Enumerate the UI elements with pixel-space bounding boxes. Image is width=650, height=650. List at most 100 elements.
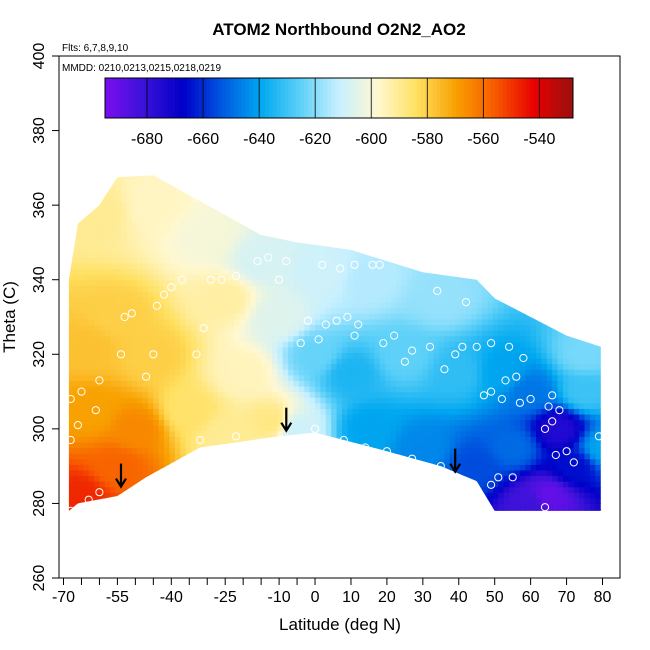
heatmap-cell xyxy=(137,497,144,505)
heatmap-cell xyxy=(83,425,90,432)
heatmap-cell xyxy=(212,453,219,460)
heatmap-cell xyxy=(487,330,494,337)
heatmap-cell xyxy=(331,313,338,320)
heatmap-cell xyxy=(309,302,316,309)
heatmap-cell xyxy=(153,374,160,381)
heatmap-cell xyxy=(115,179,122,186)
heatmap-cell xyxy=(147,207,154,214)
heatmap-cell xyxy=(99,363,106,370)
heatmap-cell xyxy=(331,212,338,219)
heatmap-cell xyxy=(104,330,111,337)
heatmap-cell xyxy=(428,223,435,230)
heatmap-cell xyxy=(120,492,127,499)
heatmap-cell xyxy=(212,330,219,337)
heatmap-cell xyxy=(147,335,154,342)
heatmap-cell xyxy=(487,391,494,398)
heatmap-cell xyxy=(482,385,489,393)
heatmap-cell xyxy=(68,374,74,381)
heatmap-cell xyxy=(417,201,424,208)
heatmap-cell xyxy=(228,492,235,499)
heatmap-cell xyxy=(164,207,171,214)
heatmap-cell xyxy=(201,313,208,320)
heatmap-cell xyxy=(169,201,176,208)
heatmap-cell xyxy=(422,251,429,258)
heatmap-cell xyxy=(320,229,327,236)
heatmap-cell xyxy=(320,346,327,354)
heatmap-cell xyxy=(379,509,386,511)
heatmap-cell xyxy=(223,218,230,225)
heatmap-cell xyxy=(212,475,219,482)
heatmap-cell xyxy=(153,212,160,219)
heatmap-cell xyxy=(471,257,478,264)
heatmap-cell xyxy=(304,240,311,247)
heatmap-cell xyxy=(131,201,138,208)
heatmap-cell xyxy=(110,369,117,376)
heatmap-cell xyxy=(120,402,127,409)
heatmap-cell xyxy=(492,307,499,314)
heatmap-cell xyxy=(304,318,311,326)
heatmap-cell xyxy=(320,262,327,270)
heatmap-cell xyxy=(449,509,456,511)
heatmap-cell xyxy=(153,458,160,465)
heatmap-cell xyxy=(77,458,84,465)
heatmap-cell xyxy=(164,307,171,314)
heatmap-cell xyxy=(207,330,214,337)
heatmap-cell xyxy=(465,229,472,236)
heatmap-cell xyxy=(255,330,262,337)
heatmap-cell xyxy=(298,324,305,331)
heatmap-cell xyxy=(390,352,397,359)
heatmap-cell xyxy=(298,453,305,460)
heatmap-cell xyxy=(288,195,295,203)
heatmap-cell xyxy=(352,492,359,499)
heatmap-cell xyxy=(293,195,300,203)
heatmap-cell xyxy=(244,397,251,404)
heatmap-cell xyxy=(336,458,343,465)
heatmap-cell xyxy=(212,212,219,219)
heatmap-cell xyxy=(196,385,203,393)
heatmap-cell xyxy=(288,190,295,197)
heatmap-cell xyxy=(315,324,322,331)
heatmap-cell xyxy=(309,296,316,303)
heatmap-cell xyxy=(234,374,241,381)
heatmap-cell xyxy=(115,195,122,203)
heatmap-cell xyxy=(482,369,489,376)
heatmap-cell xyxy=(266,402,273,409)
heatmap-cell xyxy=(185,497,192,505)
heatmap-cell xyxy=(352,358,359,365)
heatmap-cell xyxy=(212,201,219,208)
heatmap-cell xyxy=(395,358,402,365)
heatmap-cell xyxy=(271,341,278,348)
heatmap-cell xyxy=(158,195,165,203)
heatmap-cell xyxy=(234,285,241,292)
heatmap-cell xyxy=(390,363,397,370)
heatmap-cell xyxy=(185,464,192,471)
heatmap-cell xyxy=(315,363,322,370)
heatmap-cell xyxy=(341,251,348,258)
heatmap-cell xyxy=(212,346,219,354)
heatmap-cell xyxy=(94,458,101,465)
heatmap-cell xyxy=(374,290,381,298)
heatmap-cell xyxy=(428,279,435,286)
heatmap-cell xyxy=(77,175,84,180)
heatmap-cell xyxy=(439,385,445,393)
heatmap-cell xyxy=(115,385,122,393)
heatmap-cell xyxy=(126,492,133,499)
heatmap-cell xyxy=(293,251,300,258)
heatmap-cell xyxy=(395,436,402,443)
heatmap-cell xyxy=(131,335,138,342)
heatmap-cell xyxy=(331,346,338,354)
heatmap-cell xyxy=(266,369,273,376)
heatmap-cell xyxy=(304,425,311,432)
heatmap-cell xyxy=(336,279,343,286)
heatmap-cell xyxy=(465,330,472,337)
heatmap-cell xyxy=(444,419,451,426)
heatmap-cell xyxy=(147,397,154,404)
heatmap-cell xyxy=(137,397,144,404)
heatmap-cell xyxy=(358,229,365,236)
heatmap-cell xyxy=(207,212,214,219)
heatmap-cell xyxy=(88,430,95,437)
heatmap-cell xyxy=(191,486,198,493)
heatmap-cell xyxy=(261,441,268,449)
heatmap-cell xyxy=(282,240,289,247)
